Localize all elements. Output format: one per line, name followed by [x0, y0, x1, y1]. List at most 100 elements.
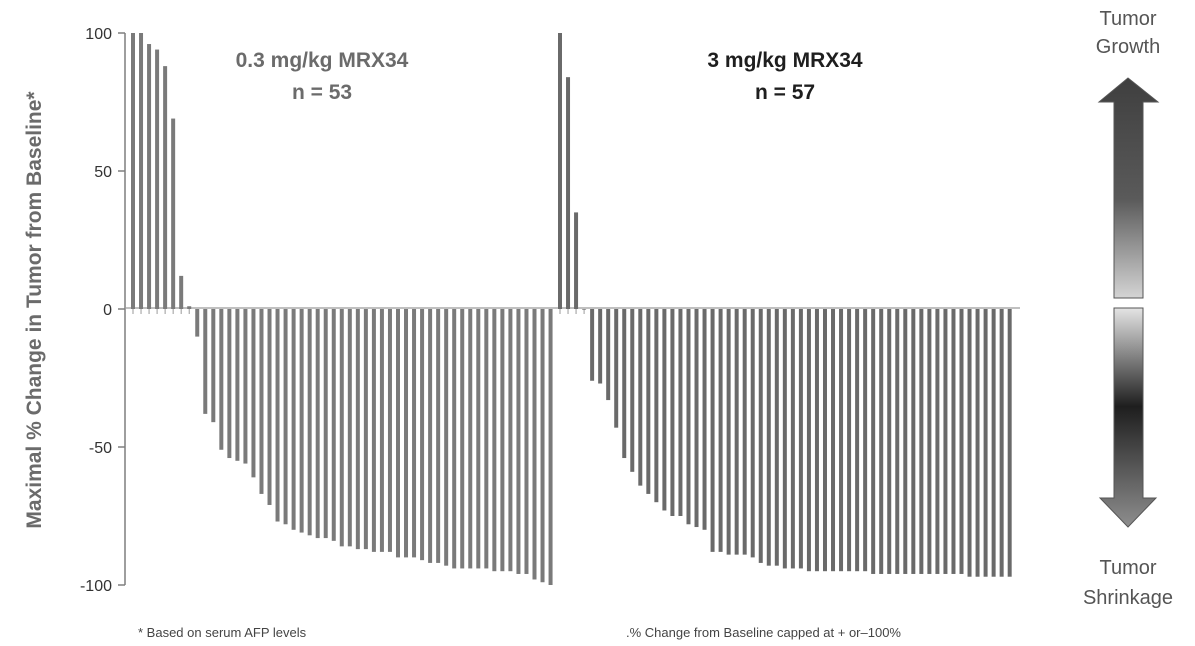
bar-series1 — [444, 309, 449, 566]
bar-series2 — [686, 309, 691, 525]
bar-series1 — [452, 309, 457, 569]
bar-series1 — [163, 66, 168, 310]
bar-series2 — [678, 309, 683, 516]
bar-series1 — [203, 309, 208, 414]
bar-series1 — [211, 309, 216, 423]
series-0.3mgkg-bars — [131, 33, 553, 585]
bar-series1 — [420, 309, 425, 561]
bar-series1 — [307, 309, 312, 536]
bar-series2 — [911, 309, 916, 574]
bar-series1 — [347, 309, 352, 547]
bar-series2 — [871, 309, 876, 574]
bar-series2 — [662, 309, 667, 511]
group2-title: 3 mg/kg MRX34 — [707, 49, 863, 72]
bar-series1 — [371, 309, 376, 552]
bar-series2 — [614, 309, 619, 428]
bar-series2 — [991, 309, 996, 577]
bar-series1 — [476, 309, 481, 569]
bar-series2 — [646, 309, 651, 494]
bar-series2 — [822, 309, 827, 572]
bar-series2 — [574, 212, 579, 309]
bar-series1 — [187, 306, 192, 309]
bar-series2 — [590, 309, 595, 381]
bar-series2 — [582, 309, 587, 310]
bar-series1 — [251, 309, 256, 478]
bar-series2 — [782, 309, 787, 569]
bar-series2 — [839, 309, 844, 572]
bar-series1 — [131, 33, 135, 309]
bar-series1 — [460, 309, 465, 569]
bar-series1 — [243, 309, 248, 464]
bar-series2 — [895, 309, 900, 574]
bar-series1 — [412, 309, 417, 558]
y-tick-label: 0 — [103, 302, 112, 319]
group2-n-label: n = 57 — [755, 81, 815, 104]
bar-series2 — [975, 309, 980, 577]
shrinkage-arrow-icon — [1098, 307, 1158, 528]
bar-series1 — [428, 309, 433, 563]
bar-series2 — [831, 309, 836, 572]
y-tick-label: -50 — [89, 440, 112, 457]
tumor-growth-label-line2: Growth — [1096, 36, 1160, 58]
bar-series2 — [879, 309, 884, 574]
bar-series2 — [1007, 309, 1012, 577]
bar-series1 — [235, 309, 240, 461]
bar-series2 — [670, 309, 675, 516]
bar-series2 — [855, 309, 860, 572]
bar-series2 — [967, 309, 972, 577]
bar-series2 — [598, 309, 603, 384]
bar-series1 — [147, 44, 152, 309]
bar-series2 — [726, 309, 731, 555]
bar-series1 — [179, 275, 184, 309]
bar-series2 — [927, 309, 932, 574]
bar-series2 — [951, 309, 956, 574]
bar-series2 — [919, 309, 924, 574]
bar-series2 — [766, 309, 771, 566]
bar-series1 — [363, 309, 368, 550]
bar-series1 — [492, 309, 497, 572]
bar-series1 — [500, 309, 505, 572]
bar-series2 — [702, 309, 707, 530]
bar-series1 — [395, 309, 400, 558]
tumor-shrinkage-label-line2: Shrinkage — [1083, 587, 1173, 609]
bar-series2 — [790, 309, 795, 569]
bar-series1 — [267, 309, 272, 505]
bar-series2 — [847, 309, 852, 572]
bar-series2 — [903, 309, 908, 574]
bar-series1 — [532, 309, 537, 580]
bar-series2 — [943, 309, 948, 574]
bar-series1 — [436, 309, 441, 563]
bar-series1 — [404, 309, 409, 558]
bar-series2 — [654, 309, 659, 503]
bar-series2 — [606, 309, 611, 401]
bar-series1 — [275, 309, 280, 522]
tumor-shrinkage-label-line1: Tumor — [1099, 557, 1156, 579]
bar-series1 — [355, 309, 360, 550]
y-tick-label: -100 — [80, 578, 112, 595]
bar-series1 — [259, 309, 264, 494]
bar-series1 — [323, 309, 328, 539]
footnote-right: .% Change from Baseline capped at + or–1… — [626, 625, 901, 640]
bar-series1 — [195, 309, 200, 337]
bar-series2 — [742, 309, 747, 555]
bar-series1 — [516, 309, 521, 574]
bar-series1 — [548, 309, 553, 585]
y-axis-label: Maximal % Change in Tumor from Baseline* — [23, 91, 46, 529]
y-tick-label: 100 — [85, 26, 112, 43]
bar-series1 — [468, 309, 473, 569]
bar-series2 — [638, 309, 643, 486]
bar-series2 — [694, 309, 699, 528]
bar-series1 — [139, 33, 144, 309]
bar-series2 — [935, 309, 940, 574]
bar-series1 — [315, 309, 320, 539]
bar-series1 — [387, 309, 392, 552]
bar-series2 — [959, 309, 964, 574]
bar-series2 — [750, 309, 755, 558]
group1-n-label: n = 53 — [292, 81, 352, 104]
bar-series2 — [999, 309, 1004, 577]
bar-series1 — [283, 309, 288, 525]
bar-series2 — [774, 309, 779, 566]
y-axis-ticks: 100 50 0 -50 -100 — [80, 26, 125, 595]
bar-series1 — [291, 309, 296, 530]
growth-arrow-icon — [1097, 77, 1160, 299]
